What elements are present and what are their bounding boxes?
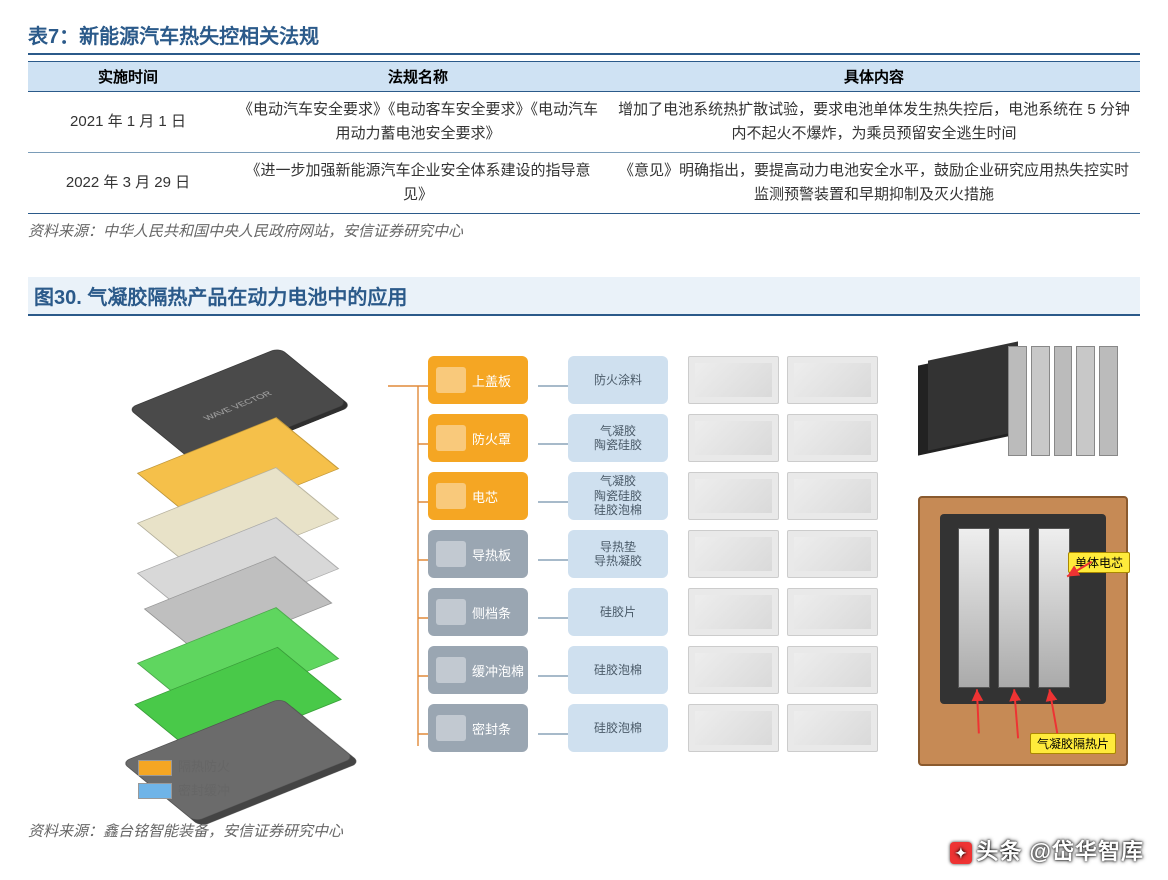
th-name: 法规名称	[228, 62, 608, 92]
component-label-text: 侧档条	[472, 603, 511, 622]
material-label: 气凝胶陶瓷硅胶硅胶泡棉	[568, 472, 668, 520]
material-label-line: 导热垫	[600, 540, 636, 554]
cell-date: 2022 年 3 月 29 日	[28, 153, 228, 214]
product-photo	[688, 588, 779, 636]
product-photo	[787, 704, 878, 752]
figure-caption-text: 气凝胶隔热产品在动力电池中的应用	[87, 287, 407, 309]
material-label: 硅胶片	[568, 588, 668, 636]
product-photo	[787, 472, 878, 520]
exploded-view: WAVE VECTOR	[108, 346, 368, 766]
table-caption: 表7：新能源汽车热失控相关法规	[28, 20, 1140, 55]
product-photo	[688, 414, 779, 462]
watermark: ✦头条 @岱华智库	[950, 834, 1144, 866]
component-label-text: 密封条	[472, 719, 511, 738]
material-label-line: 气凝胶	[600, 424, 636, 438]
component-icon	[436, 541, 466, 567]
component-label-text: 电芯	[472, 487, 498, 506]
material-label: 硅胶泡棉	[568, 646, 668, 694]
table-row: 2022 年 3 月 29 日 《进一步加强新能源汽车企业安全体系建设的指导意见…	[28, 153, 1140, 214]
material-label-line: 气凝胶	[600, 474, 636, 488]
exploded-legend: 隔热防火密封缓冲	[138, 756, 230, 803]
cell-name: 《进一步加强新能源汽车企业安全体系建设的指导意见》	[228, 153, 608, 214]
component-icon	[436, 367, 466, 393]
battery-module-top	[918, 336, 1128, 476]
legend-item: 隔热防火	[138, 756, 230, 776]
product-photo	[787, 356, 878, 404]
figure-caption: 图30. 气凝胶隔热产品在动力电池中的应用	[28, 277, 1140, 316]
label-cell: 单体电芯	[1068, 552, 1130, 573]
product-photo	[787, 530, 878, 578]
material-label-column: 防火涂料气凝胶陶瓷硅胶气凝胶陶瓷硅胶硅胶泡棉导热垫导热凝胶硅胶片硅胶泡棉硅胶泡棉	[568, 356, 668, 762]
component-label: 电芯	[428, 472, 528, 520]
material-label-line: 硅胶泡棉	[594, 663, 642, 677]
component-label: 侧档条	[428, 588, 528, 636]
component-label: 上盖板	[428, 356, 528, 404]
watermark-text: 头条 @岱华智库	[976, 839, 1144, 864]
component-icon	[436, 483, 466, 509]
product-photo-grid	[688, 356, 878, 752]
material-label-line: 硅胶泡棉	[594, 721, 642, 735]
product-photo	[688, 646, 779, 694]
material-label-line: 陶瓷硅胶	[594, 489, 642, 503]
product-photo	[787, 646, 878, 694]
cell-content: 《意见》明确指出，要提高动力电池安全水平，鼓励企业研究应用热失控实时监测预警装置…	[608, 153, 1140, 214]
material-label: 防火涂料	[568, 356, 668, 404]
component-icon	[436, 715, 466, 741]
product-photo	[688, 530, 779, 578]
component-label-column: 上盖板防火罩电芯导热板侧档条缓冲泡棉密封条	[428, 356, 528, 762]
material-label: 导热垫导热凝胶	[568, 530, 668, 578]
product-photo	[688, 472, 779, 520]
legend-label: 隔热防火	[178, 759, 230, 774]
figure-body: WAVE VECTOR 上盖板防火罩电芯导热板侧档条缓冲泡棉密封条 防火涂料气凝…	[28, 336, 1138, 816]
material-label-line: 硅胶泡棉	[594, 503, 642, 517]
legend-item: 密封缓冲	[138, 780, 230, 800]
component-label: 密封条	[428, 704, 528, 752]
material-label-line: 导热凝胶	[594, 554, 642, 568]
component-label: 防火罩	[428, 414, 528, 462]
product-photo	[787, 588, 878, 636]
product-photo	[688, 356, 779, 404]
component-label-text: 缓冲泡棉	[472, 661, 524, 680]
legend-label: 密封缓冲	[178, 783, 230, 798]
table-row: 2021 年 1 月 1 日 《电动汽车安全要求》《电动客车安全要求》《电动汽车…	[28, 92, 1140, 153]
th-content: 具体内容	[608, 62, 1140, 92]
legend-swatch	[138, 760, 172, 776]
component-label-text: 防火罩	[472, 429, 511, 448]
component-icon	[436, 599, 466, 625]
material-label-line: 硅胶片	[600, 605, 636, 619]
component-label: 导热板	[428, 530, 528, 578]
material-label-line: 防火涂料	[594, 373, 642, 387]
material-label: 气凝胶陶瓷硅胶	[568, 414, 668, 462]
component-icon	[436, 425, 466, 451]
right-panel: 单体电芯 气凝胶隔热片	[908, 336, 1138, 776]
cell-content: 增加了电池系统热扩散试验，要求电池单体发生热失控后，电池系统在 5 分钟内不起火…	[608, 92, 1140, 153]
th-date: 实施时间	[28, 62, 228, 92]
cell-date: 2021 年 1 月 1 日	[28, 92, 228, 153]
component-label-text: 导热板	[472, 545, 511, 564]
figure-caption-prefix: 图30.	[34, 287, 82, 309]
material-label: 硅胶泡棉	[568, 704, 668, 752]
table-caption-prefix: 表7：	[28, 26, 79, 48]
battery-module-bottom: 单体电芯 气凝胶隔热片	[918, 496, 1128, 766]
regulation-table: 实施时间 法规名称 具体内容 2021 年 1 月 1 日 《电动汽车安全要求》…	[28, 61, 1140, 214]
product-photo	[688, 704, 779, 752]
material-label-line: 陶瓷硅胶	[594, 438, 642, 452]
component-label-text: 上盖板	[472, 371, 511, 390]
table-source: 资料来源：中华人民共和国中央人民政府网站，安信证券研究中心	[28, 220, 1140, 241]
component-icon	[436, 657, 466, 683]
label-sheet: 气凝胶隔热片	[1030, 733, 1116, 754]
cell-name: 《电动汽车安全要求》《电动客车安全要求》《电动汽车用动力蓄电池安全要求》	[228, 92, 608, 153]
component-label: 缓冲泡棉	[428, 646, 528, 694]
product-photo	[787, 414, 878, 462]
watermark-icon: ✦	[950, 842, 972, 864]
legend-swatch	[138, 783, 172, 799]
table-caption-text: 新能源汽车热失控相关法规	[79, 26, 319, 48]
